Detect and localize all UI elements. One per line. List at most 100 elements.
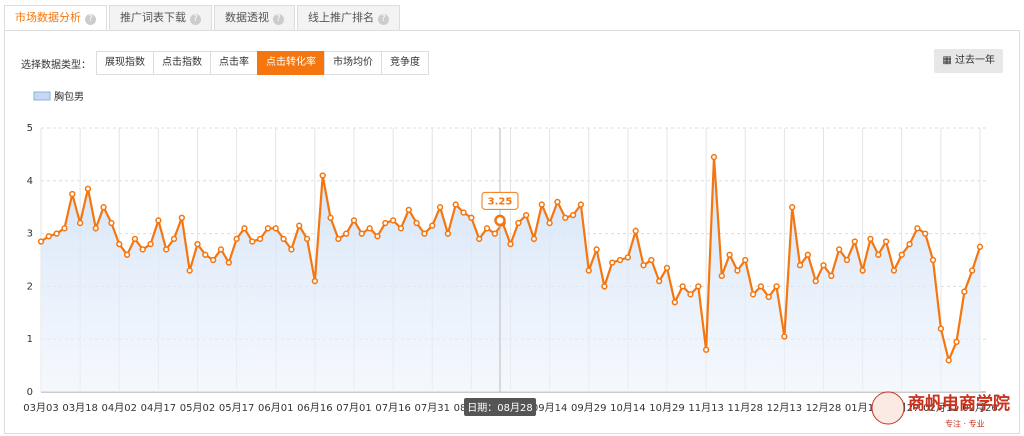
tab[interactable]: 市场数据分析? — [4, 5, 107, 30]
point — [249, 238, 256, 245]
point — [859, 267, 866, 274]
point — [186, 267, 193, 274]
point — [640, 262, 647, 269]
option[interactable]: 市场均价 — [324, 51, 382, 75]
point — [202, 251, 209, 258]
x-tick-label: 12月13 — [767, 402, 802, 414]
point — [953, 338, 960, 345]
point — [76, 219, 84, 227]
x-tick-label: 03月18 — [62, 402, 97, 414]
x-tick-label: 01月12 — [845, 402, 880, 414]
range-label: 过去一年 — [955, 55, 995, 66]
tab-label: 市场数据分析 — [15, 11, 81, 24]
point — [296, 222, 303, 229]
point — [358, 230, 365, 237]
help-icon[interactable]: ? — [378, 14, 389, 25]
point — [875, 251, 882, 258]
point — [812, 277, 819, 285]
x-tick-label: 06月16 — [297, 402, 332, 414]
point — [562, 214, 569, 221]
point — [515, 219, 522, 227]
option[interactable]: 竞争度 — [381, 51, 429, 75]
panel: 选择数据类型： 展现指数 点击指数 点击率 点击转化率 市场均价 竞争度 ▦ 过… — [4, 30, 1020, 434]
point — [922, 230, 929, 237]
point — [491, 230, 499, 237]
x-tick-label: 07月16 — [375, 402, 410, 414]
point — [319, 172, 326, 179]
point — [382, 219, 389, 227]
point — [163, 246, 170, 253]
point — [241, 225, 248, 232]
tab[interactable]: 推广词表下载? — [109, 5, 212, 30]
legend-label[interactable]: 胸包男 — [54, 90, 84, 103]
point — [288, 246, 295, 253]
point — [272, 225, 279, 232]
point — [460, 209, 467, 216]
x-tick-label: 07月31 — [415, 402, 450, 414]
point — [194, 241, 201, 248]
help-icon[interactable]: ? — [273, 14, 284, 25]
point — [765, 293, 772, 301]
point — [37, 238, 45, 245]
point — [726, 251, 733, 258]
point — [616, 256, 624, 264]
point — [929, 256, 937, 264]
help-icon[interactable]: ? — [190, 14, 201, 25]
point — [890, 267, 898, 274]
tab[interactable]: 线上推广排名? — [297, 5, 400, 30]
point — [53, 230, 60, 237]
point — [773, 283, 780, 290]
point — [256, 235, 264, 243]
point — [335, 235, 342, 243]
y-tick-label: 5 — [27, 123, 33, 134]
point — [961, 288, 968, 295]
point — [538, 201, 545, 208]
help-icon[interactable]: ? — [85, 14, 96, 25]
point — [311, 277, 319, 285]
point — [374, 233, 381, 240]
point — [264, 225, 272, 232]
point — [969, 267, 976, 274]
y-tick-label: 4 — [27, 176, 33, 187]
range-button[interactable]: ▦ 过去一年 — [934, 49, 1003, 73]
point — [648, 256, 655, 264]
point — [170, 235, 178, 243]
x-tick-label: 09月14 — [532, 402, 567, 414]
tab[interactable]: 数据透视? — [214, 5, 295, 30]
point — [882, 238, 890, 245]
point — [679, 283, 686, 290]
point — [632, 227, 639, 235]
x-tick-label: 04月02 — [102, 402, 137, 414]
point — [530, 235, 538, 243]
option[interactable]: 点击指数 — [153, 51, 211, 75]
point — [546, 219, 553, 227]
x-tick-label: 07月01 — [336, 402, 371, 414]
tooltip-value: 3.25 — [488, 196, 513, 207]
y-tick-label: 2 — [27, 281, 33, 292]
watermark-title: 商帆电商学院 — [908, 393, 1010, 414]
y-tick-label: 1 — [27, 334, 33, 345]
point — [131, 235, 139, 243]
point — [147, 241, 154, 248]
tab-label: 数据透视 — [225, 11, 269, 24]
point — [663, 264, 671, 272]
point — [702, 346, 710, 353]
selector-label: 选择数据类型： — [21, 59, 91, 71]
point — [405, 206, 412, 213]
point — [796, 262, 804, 269]
point — [945, 357, 952, 364]
point — [178, 214, 186, 221]
point — [421, 230, 428, 237]
point — [671, 299, 678, 306]
point — [69, 190, 76, 198]
point — [444, 230, 452, 237]
point — [976, 243, 984, 250]
point — [624, 254, 632, 261]
point — [718, 272, 725, 279]
point — [350, 217, 358, 224]
point — [217, 246, 225, 253]
option[interactable]: 点击率 — [210, 51, 258, 75]
option[interactable]: 点击转化率 — [257, 51, 325, 75]
